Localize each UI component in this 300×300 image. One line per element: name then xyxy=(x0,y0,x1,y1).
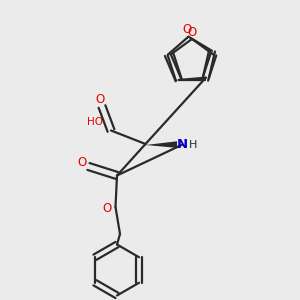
Text: O: O xyxy=(188,26,196,39)
Text: O: O xyxy=(182,23,192,36)
Text: O: O xyxy=(96,93,105,106)
Text: O: O xyxy=(77,156,86,170)
Text: H: H xyxy=(188,140,197,150)
Text: HO: HO xyxy=(86,117,103,127)
Polygon shape xyxy=(146,141,177,148)
Text: N: N xyxy=(177,137,188,151)
Text: O: O xyxy=(103,202,112,215)
